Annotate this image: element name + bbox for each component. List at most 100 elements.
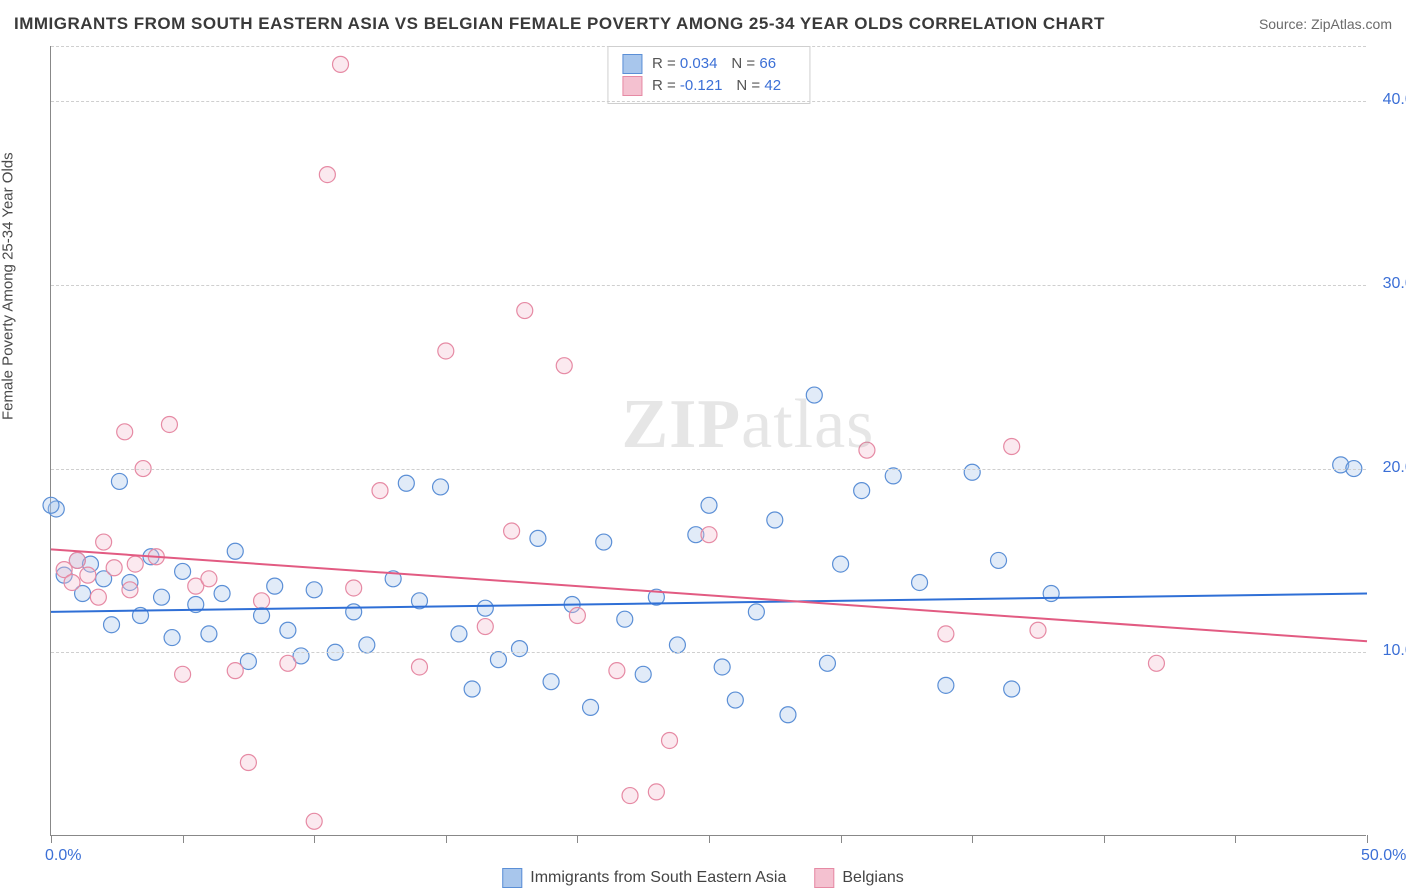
legend-row-1: R = 0.034N = 66 <box>622 53 795 75</box>
swatch-pink <box>622 76 642 96</box>
x-tick-label: 50.0% <box>1361 847 1406 865</box>
data-point <box>635 666 651 682</box>
data-point <box>43 497 59 513</box>
data-point <box>543 674 559 690</box>
data-point <box>319 167 335 183</box>
data-point <box>106 560 122 576</box>
x-tick-label: 0.0% <box>45 847 81 865</box>
data-point <box>859 442 875 458</box>
y-tick-label: 30.0% <box>1383 275 1406 293</box>
data-point <box>991 552 1007 568</box>
data-point <box>1148 655 1164 671</box>
data-point <box>372 483 388 499</box>
data-point <box>833 556 849 572</box>
data-point <box>227 543 243 559</box>
n-value-1: 66 <box>759 55 776 72</box>
data-point <box>1043 585 1059 601</box>
data-point <box>464 681 480 697</box>
legend-item-1: Immigrants from South Eastern Asia <box>502 868 786 888</box>
data-point <box>530 530 546 546</box>
r-value-2: -0.121 <box>680 77 723 94</box>
data-point <box>359 637 375 653</box>
data-point <box>254 593 270 609</box>
data-point <box>333 56 349 72</box>
header-bar: IMMIGRANTS FROM SOUTH EASTERN ASIA VS BE… <box>14 10 1392 38</box>
data-point <box>714 659 730 675</box>
data-point <box>806 387 822 403</box>
data-point <box>885 468 901 484</box>
data-point <box>780 707 796 723</box>
data-point <box>346 604 362 620</box>
data-point <box>433 479 449 495</box>
source-label: Source: ZipAtlas.com <box>1259 16 1392 32</box>
plot-svg <box>51 46 1367 836</box>
data-point <box>556 358 572 374</box>
data-point <box>938 626 954 642</box>
data-point <box>214 585 230 601</box>
data-point <box>617 611 633 627</box>
data-point <box>127 556 143 572</box>
data-point <box>122 582 138 598</box>
data-point <box>96 534 112 550</box>
data-point <box>622 788 638 804</box>
swatch-pink-bottom <box>814 868 834 888</box>
data-point <box>175 666 191 682</box>
data-point <box>662 732 678 748</box>
data-point <box>569 608 585 624</box>
data-point <box>1004 439 1020 455</box>
data-point <box>346 580 362 596</box>
data-point <box>64 574 80 590</box>
data-point <box>583 699 599 715</box>
data-point <box>104 617 120 633</box>
data-point <box>504 523 520 539</box>
legend-row-2: R = -0.121N = 42 <box>622 75 795 97</box>
data-point <box>477 619 493 635</box>
data-point <box>306 813 322 829</box>
scatter-plot: ZIPatlas R = 0.034N = 66 R = -0.121N = 4… <box>50 46 1366 836</box>
data-point <box>306 582 322 598</box>
data-point <box>280 622 296 638</box>
y-tick-label: 40.0% <box>1383 91 1406 109</box>
data-point <box>477 600 493 616</box>
y-tick-label: 20.0% <box>1383 459 1406 477</box>
data-point <box>511 641 527 657</box>
data-point <box>411 659 427 675</box>
series-name-1: Immigrants from South Eastern Asia <box>530 869 786 887</box>
data-point <box>201 626 217 642</box>
data-point <box>964 464 980 480</box>
data-point <box>240 755 256 771</box>
y-tick-label: 10.0% <box>1383 642 1406 660</box>
y-axis-label: Female Poverty Among 25-34 Year Olds <box>0 152 17 420</box>
data-point <box>69 552 85 568</box>
data-point <box>80 567 96 583</box>
data-point <box>669 637 685 653</box>
data-point <box>701 497 717 513</box>
data-point <box>451 626 467 642</box>
data-point <box>854 483 870 499</box>
data-point <box>648 784 664 800</box>
data-point <box>490 652 506 668</box>
data-point <box>701 527 717 543</box>
data-point <box>767 512 783 528</box>
data-point <box>748 604 764 620</box>
data-point <box>596 534 612 550</box>
r-value-1: 0.034 <box>680 55 718 72</box>
swatch-blue-bottom <box>502 868 522 888</box>
data-point <box>938 677 954 693</box>
data-point <box>227 663 243 679</box>
swatch-blue <box>622 54 642 74</box>
data-point <box>517 303 533 319</box>
data-point <box>154 589 170 605</box>
legend-item-2: Belgians <box>814 868 903 888</box>
data-point <box>175 563 191 579</box>
n-value-2: 42 <box>764 77 781 94</box>
data-point <box>111 473 127 489</box>
data-point <box>1030 622 1046 638</box>
data-point <box>398 475 414 491</box>
data-point <box>912 574 928 590</box>
data-point <box>90 589 106 605</box>
series-name-2: Belgians <box>842 869 903 887</box>
data-point <box>280 655 296 671</box>
chart-title: IMMIGRANTS FROM SOUTH EASTERN ASIA VS BE… <box>14 14 1105 34</box>
series-legend: Immigrants from South Eastern Asia Belgi… <box>502 868 903 888</box>
